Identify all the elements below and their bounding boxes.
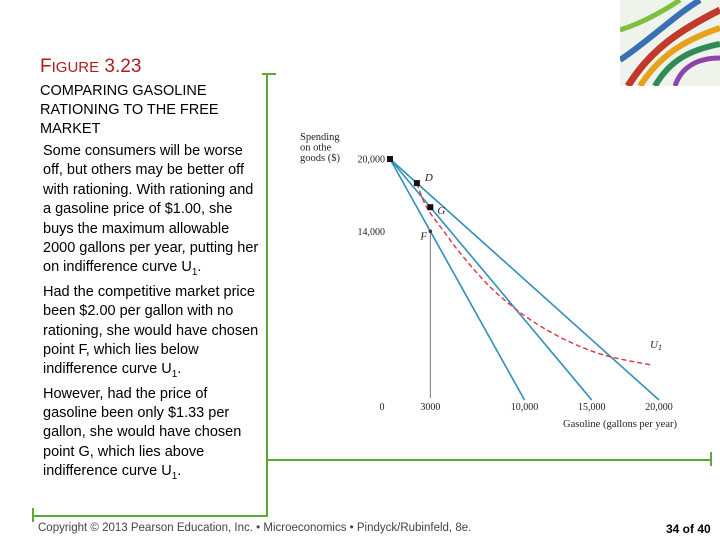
chart-x-axis-label: Gasoline (gallons per year) bbox=[563, 419, 678, 430]
x-tick-label: 20,000 bbox=[645, 402, 673, 413]
x-tick-label: 10,000 bbox=[511, 402, 539, 413]
budget-line bbox=[389, 158, 593, 401]
caption-paragraph-1: Some consumers will be worse off, but ot… bbox=[43, 143, 259, 279]
x-tick-label: 0 bbox=[380, 402, 385, 413]
caption-paragraph-2: Had the competitive market price been $2… bbox=[43, 283, 259, 381]
decorative-cables-image bbox=[620, 0, 720, 86]
frame-line-vertical bbox=[266, 73, 268, 517]
point-g-marker bbox=[427, 204, 434, 211]
figure-title-initial: F bbox=[40, 56, 52, 77]
point-f-marker bbox=[428, 229, 433, 234]
x-tick-label: 15,000 bbox=[578, 402, 606, 413]
point-label-f: F bbox=[419, 230, 427, 242]
figure-subtitle: Comparing Gasoline Rationing to the Free… bbox=[40, 83, 219, 137]
figure-title: FIGURE 3.23 bbox=[40, 56, 141, 78]
point-d-marker bbox=[413, 180, 420, 187]
indifference-curve-u1 bbox=[416, 182, 653, 366]
frame-line-middle bbox=[266, 459, 712, 461]
page-number: 34 of 40 bbox=[666, 522, 711, 536]
figure-caption: Some consumers will be worse off, but ot… bbox=[43, 142, 261, 487]
figure-title-rest: IGURE bbox=[51, 59, 100, 76]
y-tick-label: 20,000 bbox=[358, 155, 386, 166]
y-axis-label-line: on othe bbox=[300, 143, 332, 154]
caption-paragraph-3: However, had the price of gasoline been … bbox=[43, 385, 242, 483]
point-label-g: G bbox=[437, 205, 445, 217]
y-axis-label-line: Spending bbox=[300, 132, 340, 143]
y-axis-label-line: goods ($) bbox=[300, 153, 340, 164]
frame-line-top bbox=[262, 73, 276, 75]
frame-line-bottom bbox=[32, 515, 268, 517]
figure-title-number: 3.23 bbox=[99, 56, 142, 77]
curve-label-u1: U1 bbox=[650, 339, 662, 352]
frame-line-right-tick bbox=[710, 452, 712, 466]
x-tick-label: 3000 bbox=[420, 402, 440, 413]
footer-copyright: Copyright © 2013 Pearson Education, Inc.… bbox=[38, 522, 472, 534]
point-intercept bbox=[387, 156, 393, 162]
point-label-d: D bbox=[424, 172, 433, 184]
budget-line bbox=[389, 158, 660, 401]
budget-line bbox=[389, 158, 526, 401]
y-tick-label: 14,000 bbox=[358, 227, 386, 238]
frame-line-bottom-tick bbox=[32, 508, 34, 522]
